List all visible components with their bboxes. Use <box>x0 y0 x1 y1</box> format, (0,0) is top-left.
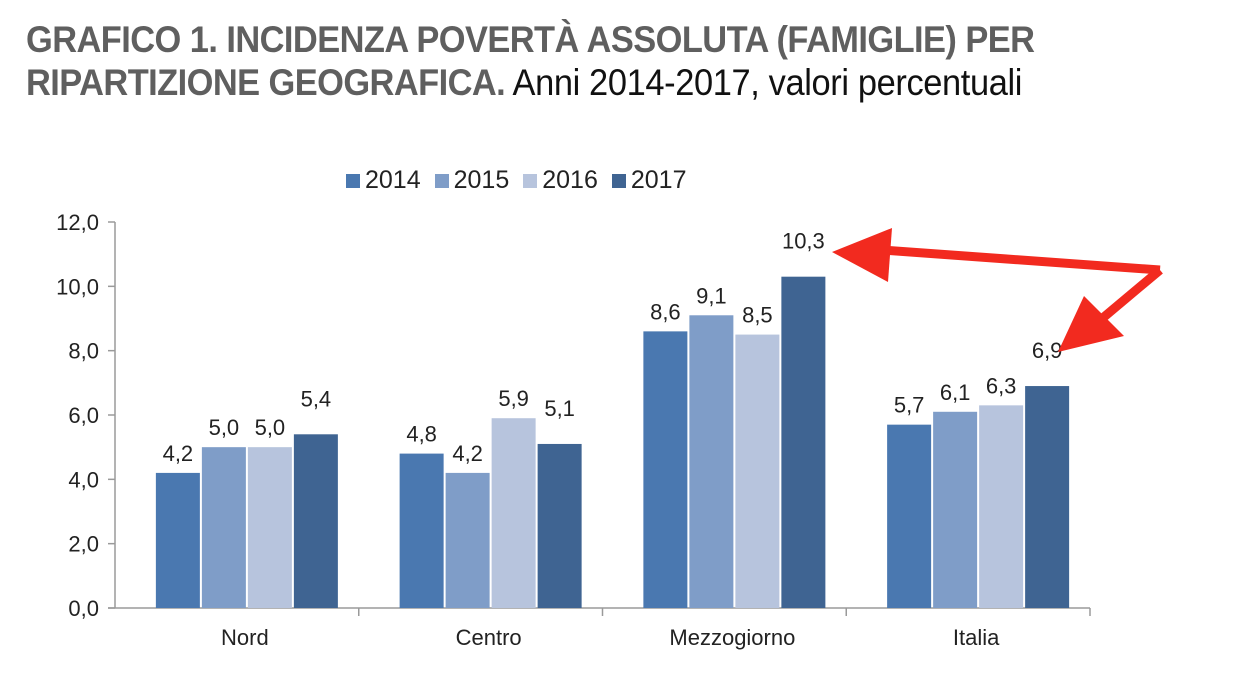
chart-title: GRAFICO 1. INCIDENZA POVERTÀ ASSOLUTA (F… <box>26 18 1142 104</box>
value-label: 5,9 <box>498 386 529 411</box>
category-labels: Nord Centro Mezzogiorno Italia <box>221 625 1000 650</box>
category-label-nord: Nord <box>221 625 269 650</box>
y-tick-label: 4,0 <box>68 467 99 492</box>
legend-item-2015: 2015 <box>434 166 510 195</box>
value-label: 5,0 <box>209 415 240 440</box>
chart-subtitle: Anni 2014-2017, valori percentuali <box>505 62 1023 103</box>
y-tick-label: 12,0 <box>56 210 99 235</box>
legend-item-2014: 2014 <box>346 166 421 195</box>
bar-italia-2017 <box>1025 386 1070 608</box>
legend-label: 2015 <box>453 166 510 194</box>
bar-italia-2014 <box>887 424 932 608</box>
value-label: 4,2 <box>452 441 483 466</box>
category-label-mezzogiorno: Mezzogiorno <box>669 625 795 650</box>
bar-mezzogiorno-2016 <box>735 334 780 608</box>
arrow-shaft-mezzogiorno <box>881 245 1161 275</box>
y-tick-label: 8,0 <box>68 339 99 364</box>
value-label: 8,6 <box>650 299 681 324</box>
legend-swatch-icon <box>523 173 538 188</box>
value-label: 6,1 <box>940 380 971 405</box>
legend-label: 2016 <box>542 166 598 194</box>
y-tick-label: 6,0 <box>68 403 99 428</box>
bar-italia-2016 <box>979 405 1024 608</box>
bar-centro-2016 <box>491 418 536 608</box>
legend-swatch-icon <box>346 173 360 188</box>
y-tick-label: 0,0 <box>68 596 99 621</box>
chart-legend: 2014 2015 2016 2017 <box>346 166 687 195</box>
value-label: 8,5 <box>742 303 773 328</box>
legend-label: 2017 <box>630 166 687 194</box>
title-line-2: RIPARTIZIONE GEOGRAFICA. Anni 2014-2017,… <box>26 61 1142 104</box>
bar-italia-2015 <box>933 411 978 608</box>
y-tick-label: 10,0 <box>56 274 99 299</box>
value-label: 9,1 <box>696 283 727 308</box>
arrowhead-down-left-icon <box>1058 296 1124 352</box>
value-label: 10,3 <box>782 229 825 254</box>
value-label: 4,2 <box>163 441 194 466</box>
value-label: 5,7 <box>894 393 925 418</box>
bar-nord-2014 <box>155 472 200 608</box>
bar-centro-2015 <box>445 472 490 608</box>
bar-nord-2016 <box>247 447 292 608</box>
arrowhead-left-icon <box>832 228 892 282</box>
value-label: 5,0 <box>255 415 286 440</box>
legend-swatch-icon <box>434 173 449 188</box>
category-label-italia: Italia <box>953 625 1000 650</box>
legend-item-2017: 2017 <box>611 166 687 195</box>
bar-mezzogiorno-2017 <box>781 276 826 608</box>
value-label: 5,4 <box>301 386 332 411</box>
bar-nord-2017 <box>293 434 338 608</box>
legend-swatch-icon <box>611 173 626 188</box>
value-labels: 4,2 5,0 5,0 5,4 4,8 4,2 5,9 5,1 8,6 9,1 8,5 10,3 5,7… <box>163 229 1063 466</box>
chart-bars <box>155 276 1070 608</box>
y-tick-label: 2,0 <box>68 532 99 557</box>
value-label: 6,3 <box>986 373 1017 398</box>
category-label-centro: Centro <box>456 625 522 650</box>
value-label: 6,9 <box>1032 338 1063 363</box>
title-line-2-bold: RIPARTIZIONE GEOGRAFICA. <box>26 62 506 103</box>
bar-centro-2017 <box>537 443 582 608</box>
bar-centro-2014 <box>399 453 444 608</box>
bar-mezzogiorno-2015 <box>689 315 734 608</box>
legend-label: 2014 <box>365 166 421 194</box>
bar-mezzogiorno-2014 <box>643 331 688 608</box>
arrow-shaft-italia <box>1095 266 1163 326</box>
value-label: 5,1 <box>544 396 575 421</box>
value-label: 4,8 <box>406 422 437 447</box>
title-line-1: GRAFICO 1. INCIDENZA POVERTÀ ASSOLUTA (F… <box>26 19 1035 60</box>
legend-item-2016: 2016 <box>523 166 598 195</box>
bar-nord-2015 <box>201 447 246 608</box>
annotation-arrows <box>832 228 1163 352</box>
